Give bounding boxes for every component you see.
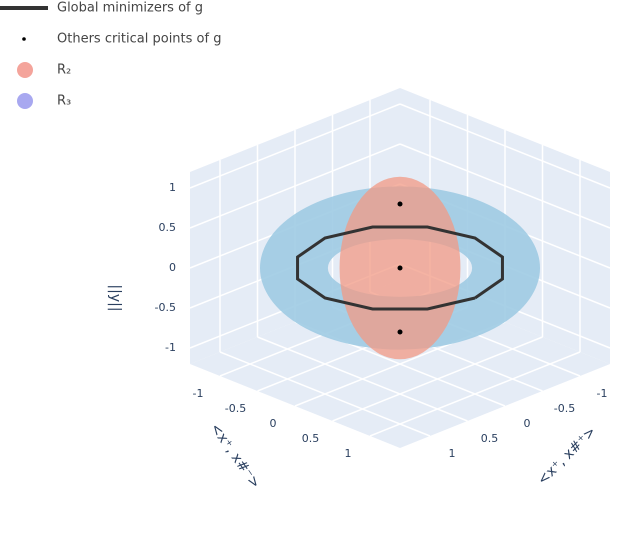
z-tick-label: -0.5 [155, 301, 176, 314]
legend-label: R₃ [57, 94, 71, 109]
critical-point [397, 329, 403, 335]
grid-line [189, 103, 401, 189]
y-tick-label: 1 [449, 447, 456, 460]
legend: Global minimizers of g Others critical po… [0, 1, 221, 109]
grid-line [399, 103, 611, 189]
y-tick-label: 0.5 [481, 432, 499, 445]
grid-line [189, 143, 401, 229]
y-tick-label: 0 [524, 417, 531, 430]
scene: -1 -0.5 0 0.5 1 -1 -0.5 0 0.5 1 -1 -0.5 0 0.5 1 <x⁺, x#… [107, 88, 611, 492]
y-axis-title: <x⁺, x#⁺> [535, 424, 600, 489]
minimizer-curve [296, 225, 504, 311]
z-tick-label: -1 [165, 341, 176, 354]
grid-line [257, 336, 468, 422]
grid-line [219, 351, 431, 437]
z-tick-label: 0 [169, 261, 176, 274]
legend-swatch [17, 93, 33, 109]
x-tick-label: 1 [345, 447, 352, 460]
legend-background [0, 0, 275, 122]
x-tick-label: -1 [193, 387, 204, 400]
x-tick-label: 0.5 [302, 432, 320, 445]
x-tick-label: 0 [270, 417, 277, 430]
x-axis-title: <x⁺, x#⁻> [207, 421, 263, 492]
critical-point [397, 201, 403, 207]
legend-label: Global minimizers of g [57, 1, 203, 16]
critical-point [397, 265, 403, 271]
z-tick-label: 1 [169, 181, 176, 194]
legend-label: Others critical points of g [57, 32, 221, 47]
grid-line [399, 143, 611, 229]
z-tick-label: 0.5 [159, 221, 177, 234]
y-tick-label: -1 [597, 387, 608, 400]
legend-swatch [22, 37, 26, 41]
legend-swatch [17, 62, 33, 78]
torus-surface [259, 186, 541, 350]
z-axis-title: ||y|| [107, 284, 123, 311]
y-tick-label: -0.5 [554, 402, 575, 415]
x-tick-label: -0.5 [225, 402, 246, 415]
legend-label: R₂ [57, 63, 71, 78]
